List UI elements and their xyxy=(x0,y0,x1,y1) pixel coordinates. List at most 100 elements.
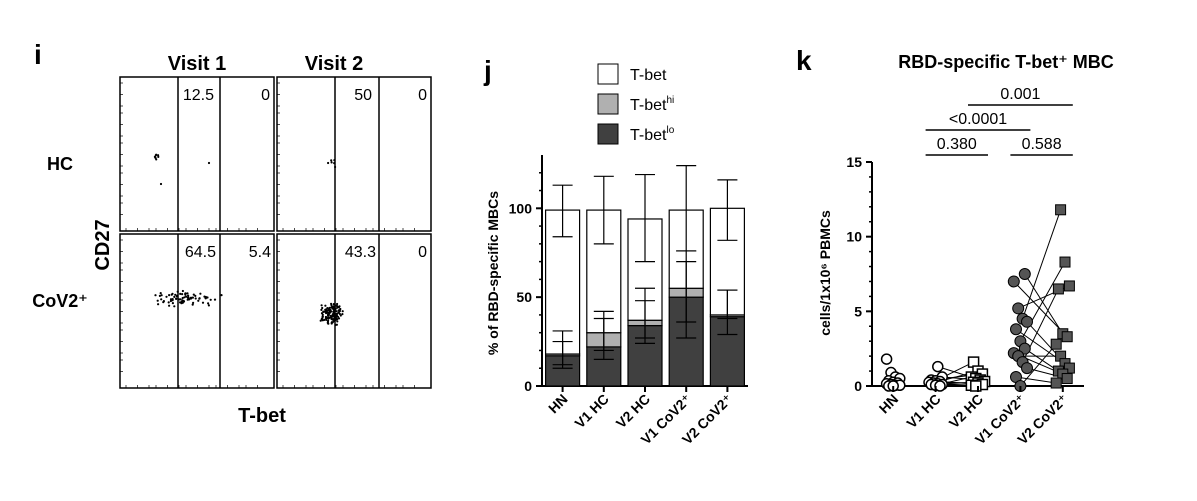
flow-event-dot xyxy=(327,316,331,319)
data-point xyxy=(1021,315,1033,328)
data-point xyxy=(1061,373,1073,385)
flow-event-dot xyxy=(169,298,173,301)
flow-event-dot xyxy=(179,292,182,295)
flow-event-dot xyxy=(170,293,173,296)
flow-event-dot xyxy=(168,304,171,307)
gate-value: 0 xyxy=(418,244,427,261)
flow-event-dot xyxy=(333,162,336,165)
flow-event-dot xyxy=(334,165,337,169)
flow-event-dot xyxy=(330,317,333,320)
y-axis-label-k: cells/1x10⁶ PBMCs xyxy=(817,210,833,336)
flow-event-dot xyxy=(209,298,212,301)
y-tick-label: 0 xyxy=(524,378,532,394)
y-axis-label-cd27: CD27 xyxy=(92,219,114,270)
flow-event-dot xyxy=(159,292,162,295)
flow-plots: 12.5 0 50 0 64.5 5.4 43.3 0 xyxy=(119,76,432,389)
flow-event-dot xyxy=(325,318,328,321)
panel-i-letter: i xyxy=(34,39,42,70)
flow-event-dot xyxy=(326,314,330,317)
flow-event-dot xyxy=(335,312,339,316)
flow-event-dot xyxy=(335,315,338,318)
data-point xyxy=(1055,204,1067,216)
flow-event-dot xyxy=(191,296,194,299)
flow-event-dot xyxy=(334,307,337,310)
legend-label-tbet-hi: T-bethi xyxy=(630,95,674,114)
flow-event-dot xyxy=(189,296,192,299)
flow-event-dot xyxy=(338,305,341,308)
flow-event-dot xyxy=(154,294,157,297)
data-point xyxy=(1018,342,1031,355)
x-tick-label: V2 HC xyxy=(613,391,653,431)
flow-event-dot xyxy=(165,295,168,298)
flow-event-dot xyxy=(187,294,190,297)
pair-line xyxy=(1024,348,1059,372)
y-tick-label: 0 xyxy=(854,378,862,394)
pair-line xyxy=(1019,261,1066,342)
flow-event-dot xyxy=(197,299,200,302)
flow-plot-frame xyxy=(119,233,275,389)
flow-event-dot xyxy=(335,317,338,320)
pair-line xyxy=(1020,343,1057,387)
pair-line xyxy=(1024,273,1064,335)
flow-event-dot xyxy=(324,315,327,319)
x-tick-label: HN xyxy=(545,391,571,417)
flow-event-dot xyxy=(192,293,195,296)
pair-line xyxy=(1013,281,1068,338)
gate-value: 43.3 xyxy=(345,244,376,261)
flow-event-dot xyxy=(326,320,329,324)
flow-event-dot xyxy=(158,294,161,297)
flow-event-dot xyxy=(191,303,194,306)
col-label-visit-1: Visit 1 xyxy=(168,53,227,75)
flow-event-dot xyxy=(171,302,174,305)
flow-event-dot xyxy=(330,159,333,162)
flow-event-dot xyxy=(162,301,165,304)
p-value-label: <0.0001 xyxy=(949,111,1007,128)
flow-event-dot xyxy=(206,296,209,299)
y-tick-label: 100 xyxy=(509,200,533,216)
data-point xyxy=(1050,377,1062,389)
flow-event-dot xyxy=(207,161,211,165)
flow-event-dot xyxy=(326,307,329,310)
flow-event-dot xyxy=(160,298,163,301)
flow-event-dot xyxy=(184,293,187,296)
panel-k-letter: k xyxy=(796,45,812,76)
data-point xyxy=(1063,280,1075,292)
flow-event-dot xyxy=(326,311,329,314)
flow-event-dot xyxy=(203,295,206,298)
flow-event-dot xyxy=(320,304,323,307)
flow-event-dot xyxy=(159,182,163,186)
data-point xyxy=(1059,256,1071,268)
flow-event-dot xyxy=(322,310,325,313)
gate-value: 64.5 xyxy=(185,244,216,261)
flow-event-dot xyxy=(174,293,177,296)
flow-plot-frame xyxy=(119,76,275,232)
data-point xyxy=(1052,283,1064,295)
flow-event-dot xyxy=(329,309,332,312)
data-point xyxy=(1010,323,1022,336)
flow-event-dot xyxy=(175,295,178,298)
flow-event-dot xyxy=(176,290,179,293)
gate-value: 0 xyxy=(418,87,427,104)
flow-event-dot xyxy=(192,301,195,304)
flow-event-dot xyxy=(155,153,158,156)
flow-event-dot xyxy=(324,304,327,307)
panel-i: i Visit 1 Visit 2 HC CoV2⁺ T-bet CD27 12… xyxy=(32,39,432,427)
flow-event-dot xyxy=(199,292,202,295)
flow-event-dot xyxy=(181,296,184,300)
flow-event-dot xyxy=(194,297,197,300)
flow-event-dot xyxy=(327,322,330,325)
flow-event-dot xyxy=(336,306,339,309)
p-value-label: 0.588 xyxy=(1022,136,1062,153)
flow-event-dot xyxy=(179,298,182,301)
flow-event-dot xyxy=(339,307,342,311)
flow-event-dot xyxy=(181,289,184,293)
flow-event-dot xyxy=(173,295,176,298)
flow-event-dot xyxy=(333,312,336,315)
flow-event-dot xyxy=(185,295,188,298)
flow-event-dot xyxy=(181,293,184,296)
flow-event-dot xyxy=(330,322,333,325)
row-label-cov2: CoV2⁺ xyxy=(32,291,88,311)
data-point xyxy=(970,380,982,392)
x-tick-label: V1 HC xyxy=(903,391,943,431)
